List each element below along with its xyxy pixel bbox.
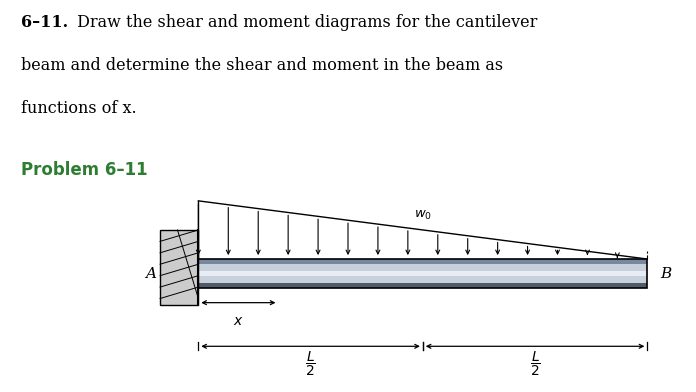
Text: B: B [660,267,671,281]
Text: A: A [145,267,157,281]
Bar [198,259,647,288]
Text: $\dfrac{L}{2}$: $\dfrac{L}{2}$ [530,349,541,378]
Text: $w_0$: $w_0$ [414,209,432,221]
Text: $x$: $x$ [233,314,244,328]
Text: Draw the shear and moment diagrams for the cantilever: Draw the shear and moment diagrams for t… [72,14,537,31]
Text: beam and determine the shear and moment in the beam as: beam and determine the shear and moment … [21,57,503,74]
Bar [198,259,647,264]
Bar [198,264,647,283]
Text: 6–11.: 6–11. [21,14,68,31]
Text: functions of x.: functions of x. [21,100,136,117]
Text: Problem 6–11: Problem 6–11 [21,161,148,179]
Bar [198,283,647,288]
Bar [160,230,198,305]
Text: $\dfrac{L}{2}$: $\dfrac{L}{2}$ [305,349,316,378]
Bar [198,270,647,276]
